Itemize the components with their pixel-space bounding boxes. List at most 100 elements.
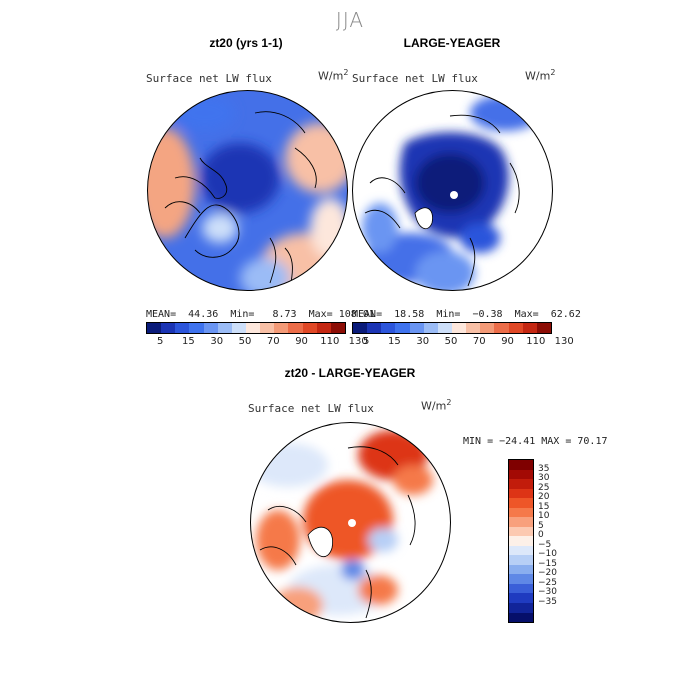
panel-3-colorbar-swatch [509,460,533,470]
panel-1-colorbar-swatch [330,323,345,333]
panel-3-colorbar-tick: 35 [538,463,550,474]
panel-2-map [352,90,553,291]
panel-3-coastline [347,446,416,546]
panel-1-colorbar-swatch [316,323,331,333]
panel-2-colorbar-swatch [409,323,424,333]
panel-1-colorbar-tick: 130 [348,336,368,347]
panel-1-colorbar-tick: 70 [266,336,280,347]
panel-1-colorbar-swatch [161,323,176,333]
panel-3-minmax: MIN = −24.41 MAX = 70.17 [463,436,608,447]
panel-2-colorbar-swatch [381,323,396,333]
panel-3-colorbar-tick: −35 [538,596,557,607]
panel-2-colorbar-swatch [367,323,382,333]
panel-2-coastline [467,237,476,287]
panel-3-colorbar-tick: −20 [538,568,557,579]
panel-1-colorbar-tick: 15 [182,336,195,347]
panel-2-field-region [470,95,540,131]
panel-3-map [250,422,451,623]
panel-2-colorbar-swatch [423,323,438,333]
panel-2-field-region [460,223,500,253]
panel-3-colorbar-tick: −15 [538,558,557,569]
panel-3-map-border [250,422,451,623]
panel-3-colorbar-tick: 25 [538,482,550,493]
panel-1-map-border [147,90,348,291]
panel-3-field-region [341,560,365,580]
panel-3-coastline [365,569,372,619]
panel-2-stats: MEAN= 18.58 Min= −0.38 Max= 62.62 [352,309,581,320]
season-title: JJA [335,8,365,32]
panel-2-colorbar [352,322,552,334]
panel-1-field-blob [200,143,280,213]
panel-3-colorbar-swatch [509,555,533,565]
panel-2-pole-hole [450,191,458,199]
panel-3-colorbar-tick: 5 [538,520,544,531]
panel-2-greenland [414,207,433,230]
panel-1-coastline [164,176,216,214]
panel-3-field-region [273,587,323,623]
panel-3-colorbar-swatch [509,536,533,546]
panel-2-colorbar-tick: 5 [362,336,370,347]
panel-3-colorbar-tick: 0 [538,530,544,541]
panel-3-colorbar-tick: −25 [538,577,557,588]
panel-2-colorbar-swatch [353,323,368,333]
panel-3-colorbar-swatch [509,583,533,594]
panel-2-colorbar-swatch [437,323,452,333]
panel-2-colorbar-tick: 15 [388,336,401,347]
panel-3-title: zt20 - LARGE-YEAGER [284,366,416,380]
panel-3-colorbar-swatch [509,564,533,575]
panel-3-colorbar-swatch [509,517,533,527]
panel-1-coastline [254,111,317,189]
panel-3-colorbar-swatch [509,479,533,489]
panel-3-colorbar-tick: 30 [538,473,550,484]
panel-1-colorbar-swatch [245,323,261,333]
panel-2-units: W/m2 [525,68,556,83]
panel-2-variable: Surface net LW flux [352,72,478,85]
panel-3-colorbar-tick: −30 [538,587,557,598]
panel-3-colorbar-swatch [509,574,533,584]
panel-1-colorbar-tick: 50 [238,336,252,347]
panel-2-colorbar-swatch [395,323,410,333]
panel-1-colorbar-swatch [274,323,289,333]
panel-1-map [147,90,348,291]
panel-1-title: zt20 (yrs 1-1) [209,36,283,50]
panel-1-colorbar-swatch [260,323,275,333]
panel-3-colorbar-swatch [509,602,533,613]
panel-2-colorbar-tick: 130 [554,336,574,347]
panel-1-colorbar-tick: 5 [156,336,164,347]
panel-3-field-region [368,528,398,552]
panel-2-field-region [415,251,475,291]
panel-2-colorbar-labels: 5 15 30 50 70 90 110 130 [352,336,574,348]
panel-2-colorbar-tick: 50 [444,336,458,347]
panel-1-colorbar-swatch [189,323,204,333]
panel-2-colorbar-swatch [536,323,551,333]
panel-3-variable: Surface net LW flux [248,402,374,415]
panel-2-colorbar-tick: 70 [472,336,486,347]
panel-1-field-blob [310,198,348,258]
panel-3-field-region [358,575,398,605]
panel-2-colorbar-swatch [466,323,481,333]
panel-3-colorbar-tick: −10 [538,549,557,560]
panel-1-stats: MEAN= 44.36 Min= 8.73 Max= 108.01 [146,309,375,320]
panel-2-colorbar-tick: 110 [526,336,546,347]
panel-2-colorbar-swatch [480,323,495,333]
panel-2-colorbar-tick: 30 [416,336,430,347]
panel-1-coastline [184,204,240,258]
panel-3-field-region [393,465,433,495]
panel-2-colorbar-swatch [508,323,523,333]
panel-2-colorbar-swatch [522,323,537,333]
panel-3-colorbar-labels: 35 30 25 20 15 10 5 0 −5 −10 −15 −20 −25 −30 −35 [538,459,578,621]
panel-1-colorbar-swatch [288,323,303,333]
panel-3-colorbar-swatch [509,612,533,623]
panel-1-units: W/m2 [318,68,349,83]
panel-3-colorbar-tick: 15 [538,501,550,512]
panel-3-colorbar-tick: 20 [538,492,550,503]
panel-3-colorbar-swatch [509,498,533,508]
panel-3-colorbar-swatch [509,545,533,556]
panel-3-colorbar-swatch [509,469,533,480]
panel-1-colorbar-tick: 90 [295,336,308,347]
panel-3-pole-hole [348,519,356,527]
panel-1-colorbar-swatch [217,323,232,333]
panel-1-colorbar-tick: 30 [210,336,224,347]
panel-3-colorbar-swatch [509,488,533,499]
panel-1-colorbar-swatch [231,323,246,333]
